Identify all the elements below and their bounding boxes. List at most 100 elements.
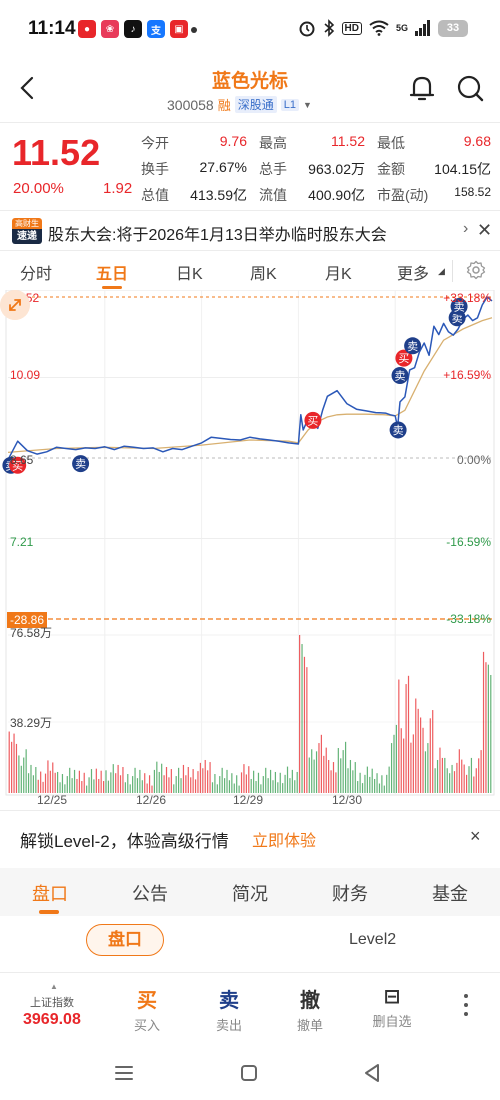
buy-button[interactable]: 买 买入 [133,990,160,1033]
volume-bar [470,757,473,793]
volume-bar [439,747,441,793]
close-icon[interactable]: × [470,826,481,846]
volume-bar [8,731,10,793]
tab-daily-k[interactable]: 日K [176,266,203,283]
volume-bar [374,778,376,793]
chevron-down-icon: ▼ [303,99,312,110]
chevron-right-icon[interactable]: › [463,220,469,237]
volume-bar [344,741,347,793]
back-icon[interactable] [14,74,42,102]
volume-bar [306,667,308,793]
volume-bar [456,762,458,793]
volume-bar [274,771,277,793]
volume-bar [364,774,366,793]
stat-market-cap: 总值 413.59亿 [141,187,247,203]
battery-icon: 33 [438,19,468,37]
volume-bar [221,767,223,793]
volume-bar [412,734,414,793]
volume-bar [424,751,427,793]
menu-icon[interactable] [109,1058,139,1088]
back-triangle-icon[interactable] [357,1058,387,1088]
stats-row: 总值 413.59亿 流值 400.90亿 市盈(动) 158.52 [141,182,491,208]
remove-watchlist-button[interactable]: ⊟ 删自选 [362,984,422,1030]
volume-bar [134,767,136,793]
buy-marker [395,349,413,367]
expand-icon[interactable] [0,290,30,320]
close-icon[interactable]: ✕ [477,220,493,240]
bell-icon[interactable] [406,72,438,104]
volume-bar [272,780,274,793]
more-vertical-icon[interactable] [460,994,472,1020]
stat-open: 今开 9.76 [141,133,247,151]
volume-bar [185,775,187,793]
volume-bar [52,762,54,793]
divider [0,210,500,211]
y-pct-label: +33.18% [443,291,491,305]
sell-button[interactable]: 卖 卖出 [215,990,242,1033]
five-day-chart[interactable]: 卖买卖买卖卖买卖卖卖 11.52 10.09 8.65 7.21 -28.86 … [0,290,500,810]
volume-bar [129,784,131,793]
volume-bar [115,773,117,793]
volume-bar [127,774,129,793]
search-icon[interactable] [454,72,486,104]
volume-bar [136,778,139,793]
volume-bar [86,785,88,793]
caret-up-icon: ▲ [50,982,58,991]
volume-bar [265,767,267,793]
volume-bar [78,770,80,793]
stats-row: 换手 27.67% 总手 963.02万 金额 104.15亿 [141,156,491,182]
volume-bar [199,762,201,793]
marker-label: 买 [12,459,23,472]
tab-announcements[interactable]: 公告 [132,884,168,904]
pankou-pill[interactable]: 盘口 [86,924,164,956]
level2-promo-banner[interactable]: 解锁Level-2，体验高级行情 立即体验 × [0,816,500,860]
level2-tab[interactable]: Level2 [349,931,397,948]
divider [0,810,500,811]
tab-financials[interactable]: 财务 [332,884,368,904]
volume-bar [223,778,226,793]
volume-bar [57,771,59,793]
volume-bar [255,781,257,793]
y-tick-label: 8.65 [10,453,34,467]
gear-icon[interactable] [466,260,486,280]
index-value[interactable]: 3969.08 [23,1011,81,1028]
tab-funds[interactable]: 基金 [432,884,468,904]
stock-subline[interactable]: 300058 融 深股通 L1 ▼ [167,95,312,114]
status-bar: 11:14 ● ❀ ♪ 支 ▣ HD 5G 33 [0,0,500,60]
volume-bar [434,768,436,793]
volume-bar [354,762,356,793]
volume-bar [202,768,204,793]
volume-bar [315,751,318,793]
volume-bar [420,717,422,793]
volume-bar [27,773,30,793]
level2-try-link[interactable]: 立即体验 [252,833,317,850]
y-pct-label: +16.59% [443,368,491,382]
volume-bar [18,755,20,793]
volume-bar [44,773,47,793]
home-icon[interactable] [234,1058,264,1088]
tiktok-icon: ♪ [124,20,142,38]
tab-weekly-k[interactable]: 周K [250,266,277,283]
volume-bar [347,768,349,793]
tab-more[interactable]: 更多 [397,266,430,283]
volume-bar [211,782,214,793]
tab-profile[interactable]: 简况 [232,884,268,904]
volume-bar [139,769,141,793]
tab-intraday[interactable]: 分时 [20,266,53,283]
volume-bar [32,775,35,793]
news-ticker[interactable]: 高财生 速递 股东大会:将于2026年1月13日举办临时股东大会 › ✕ [0,212,500,248]
cancel-order-button[interactable]: 撤 撤单 [296,990,323,1033]
index-name[interactable]: 上证指数 [30,997,74,1009]
volume-bar [390,743,393,793]
tab-pankou[interactable]: 盘口 [32,884,68,904]
volume-bar [49,770,51,793]
tab-five-day[interactable]: 五日 [96,266,129,283]
volume-bar [361,783,364,793]
volume-bar [158,771,160,793]
volume-bar [330,770,332,793]
tab-monthly-k[interactable]: 月K [325,266,352,283]
volume-bar [337,748,339,793]
news-headline[interactable]: 股东大会:将于2026年1月13日举办临时股东大会 [48,227,387,244]
volume-bar [487,664,489,793]
volume-bar [296,771,298,793]
